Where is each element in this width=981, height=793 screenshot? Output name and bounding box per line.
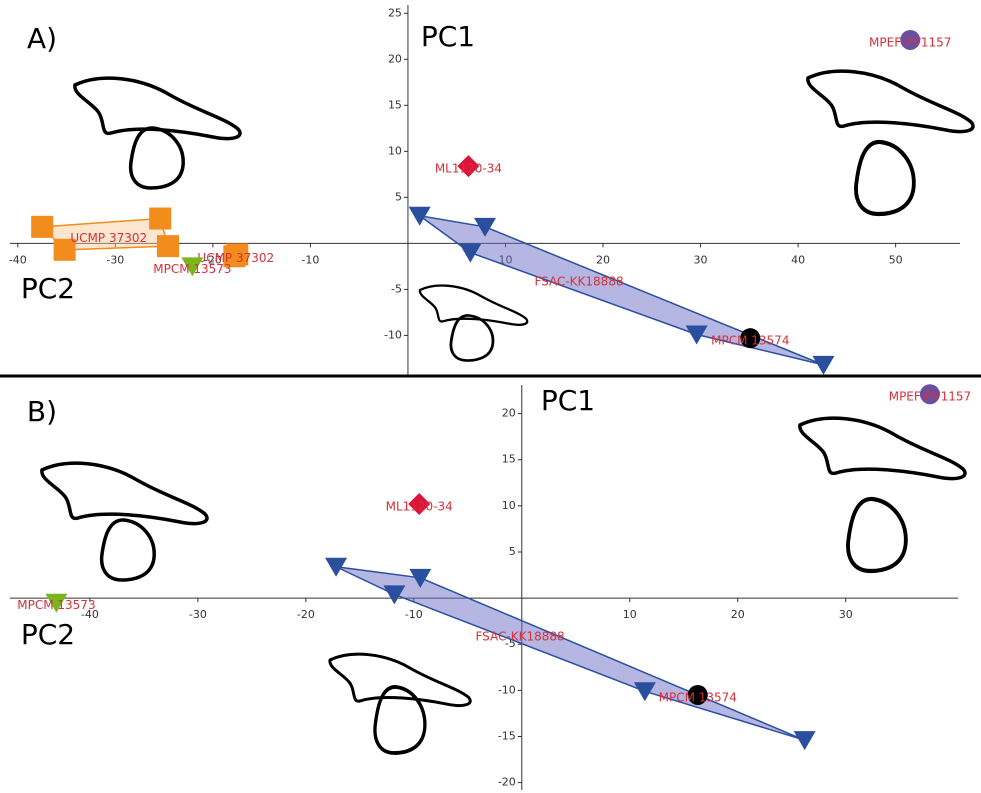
y-tick-label: -10 (498, 683, 516, 696)
point-label: UCMP 37302 (197, 251, 274, 265)
x-tick-label: 30 (694, 253, 708, 266)
scatter-panel: -40 -30 -20 -10 10 20 30 20 15 10 5 -5 -10 -15 -20 FSAC… (10, 384, 971, 790)
x-tick-label: -30 (106, 253, 124, 266)
point-label: ML1120-34 (386, 500, 453, 514)
y-tick-label: 5 (395, 190, 402, 203)
y-tick-label: -15 (498, 729, 516, 742)
triangle-marker (685, 325, 708, 345)
triangle-marker (474, 217, 496, 237)
y-axis-label: PC1 (541, 384, 595, 417)
square-marker (157, 235, 180, 258)
scatter-panel: -40-30-20-101020304050252015105-5-10FSAC… (9, 5, 960, 375)
point-label: ML1120-34 (435, 162, 502, 176)
x-axis-label: PC2 (21, 272, 75, 305)
point-label: MPEF-PV1157 (869, 35, 951, 49)
y-tick-label: 15 (502, 453, 516, 466)
bone-shape (99, 518, 156, 582)
x-tick-label: -30 (189, 608, 207, 621)
x-tick-label: 20 (731, 608, 745, 621)
x-tick-label: -40 (9, 253, 27, 266)
triangle-marker (793, 731, 816, 751)
x-tick-label: 10 (623, 608, 637, 621)
x-tick-label: 50 (889, 253, 903, 266)
panel-label: B) (27, 395, 57, 428)
bone-shape (856, 142, 914, 214)
triangle-marker (409, 568, 432, 588)
square-marker (53, 238, 76, 261)
hull (335, 565, 806, 741)
y-tick-label: 20 (502, 407, 516, 420)
point-label: FSAC-KK18888 (534, 274, 623, 288)
circle-marker (900, 29, 921, 50)
point-label: MPEF-PV1157 (889, 390, 971, 404)
skull-shape (806, 69, 975, 134)
diamond-marker (457, 155, 480, 178)
skull-shape (328, 652, 472, 708)
skull-shape (798, 416, 967, 481)
y-tick-label: 5 (509, 545, 516, 558)
x-tick-label: -10 (405, 608, 423, 621)
triangle-marker (459, 243, 482, 263)
triangle-marker (181, 257, 204, 277)
y-tick-label: 10 (502, 499, 516, 512)
x-tick-label: -20 (204, 253, 222, 266)
triangle-marker (325, 557, 348, 577)
y-tick-label: -20 (498, 776, 516, 789)
point-label: MPCM 13574 (711, 334, 789, 348)
circle-marker (740, 328, 761, 349)
y-tick-label: 15 (388, 98, 402, 111)
circle-marker (919, 384, 940, 405)
x-tick-label: -20 (297, 608, 315, 621)
point-label: MPCM 13574 (659, 690, 737, 704)
diamond-marker (408, 493, 431, 516)
y-tick-label: 20 (388, 52, 402, 65)
bone-shape (449, 314, 495, 362)
point-label: FSAC-KK18888 (475, 630, 564, 644)
y-tick-label: -5 (505, 637, 516, 650)
bone-shape (128, 126, 185, 190)
point-label: MPCM 13573 (17, 598, 95, 612)
triangle-marker (45, 593, 68, 613)
triangle-marker (633, 682, 656, 702)
circle-marker (687, 684, 708, 705)
x-tick-label: 30 (839, 608, 853, 621)
y-tick-label: 10 (388, 144, 402, 157)
y-tick-label: -10 (384, 328, 402, 341)
x-tick-label: -40 (81, 608, 99, 621)
triangle-marker (812, 355, 835, 375)
x-axis-label: PC2 (21, 618, 75, 651)
skull-shape (418, 284, 529, 326)
y-tick-label: 25 (388, 6, 402, 19)
x-tick-label: 40 (791, 253, 805, 266)
panel-label: A) (27, 22, 57, 55)
square-marker (31, 215, 54, 238)
triangle-marker (408, 206, 431, 226)
y-tick-label: -5 (391, 282, 402, 295)
triangle-marker (383, 585, 406, 605)
y-axis-label: PC1 (421, 20, 475, 53)
bone-shape (848, 499, 906, 571)
point-label: UCMP 37302 (70, 231, 147, 245)
square-marker (149, 207, 172, 230)
square-marker (223, 245, 246, 268)
x-tick-label: 20 (596, 253, 610, 266)
skull-shape (40, 461, 209, 526)
point-label: MPCM 13573 (153, 262, 231, 276)
x-tick-label: -10 (301, 253, 319, 266)
